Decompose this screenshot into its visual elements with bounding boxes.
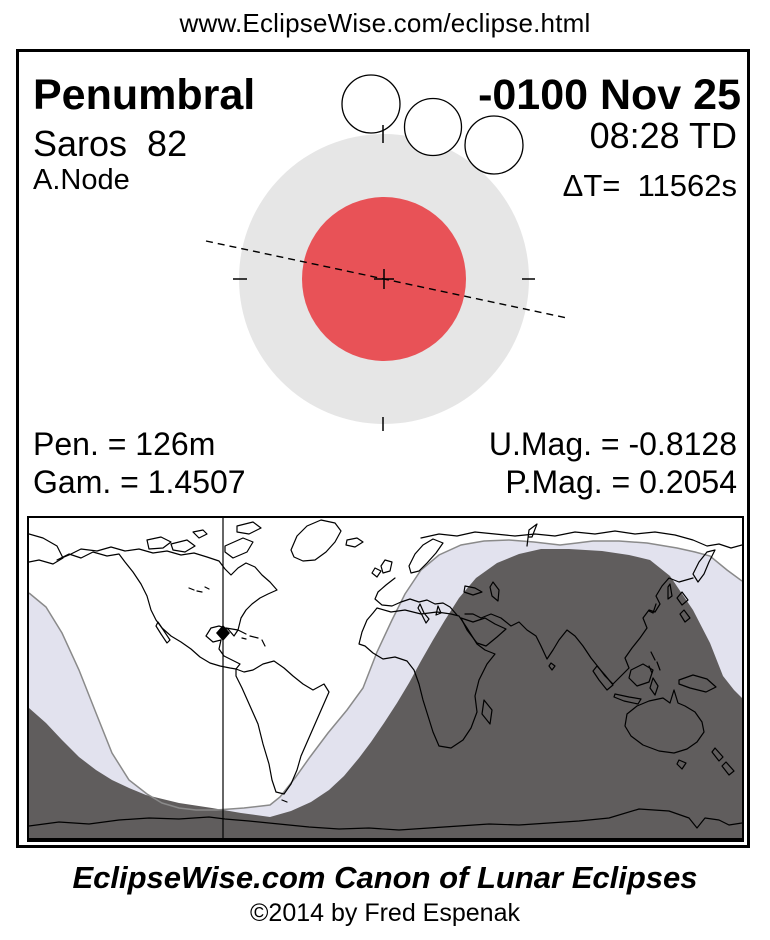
eclipse-date-label: -0100 Nov 25 — [478, 71, 741, 119]
coast-north-america — [56, 546, 278, 670]
coast-korea — [648, 603, 657, 614]
footer-copyright: ©2014 by Fred Espenak — [250, 899, 520, 927]
coast-sumatra — [592, 665, 614, 691]
visibility-map — [29, 518, 742, 838]
coast-kamchatka — [692, 549, 716, 583]
node-label: A.Node — [33, 164, 130, 196]
coast-arabia — [460, 617, 507, 647]
visibility-map-frame — [27, 516, 744, 842]
greatest-time-label: 08:28 TD — [589, 115, 737, 156]
moon-position-circle-first — [341, 74, 401, 134]
coast-iceland — [345, 537, 364, 548]
night-region — [29, 549, 742, 838]
coast-africa — [358, 607, 496, 749]
coast-eurasia-arctic — [420, 530, 742, 549]
coast-philippines — [648, 651, 661, 674]
coast-tasmania — [676, 759, 687, 770]
coast-scandinavia — [408, 538, 444, 574]
coast-south-america — [235, 660, 330, 803]
coast-baja — [155, 621, 171, 644]
coast-australia — [624, 689, 705, 754]
coast-british-isles — [371, 559, 393, 578]
coast-sakhalin — [667, 583, 673, 600]
penumbral-duration-label: Pen. = 126m — [33, 426, 216, 462]
coast-caspian-sea — [489, 581, 500, 602]
coast-europe — [374, 577, 458, 616]
coast-greenland — [290, 519, 342, 562]
coast-arctic-islands — [146, 521, 262, 559]
coast-italy — [417, 603, 430, 624]
coast-sri-lanka — [548, 662, 556, 671]
coast-novaya-zemlya — [526, 523, 538, 547]
coast-japan — [676, 591, 691, 623]
greatest-eclipse-diamond-marker — [216, 625, 230, 641]
delta-t-label: ΔT= 11562s — [562, 168, 737, 203]
coast-new-guinea — [678, 674, 717, 693]
coast-greece — [435, 605, 442, 616]
saros-label: Saros 82 — [33, 123, 188, 164]
eclipse-type-label: Penumbral — [33, 71, 256, 119]
penumbral-magnitude-label: P.Mag. = 0.2054 — [505, 464, 737, 500]
coast-java — [613, 693, 642, 705]
eclipse-card: Penumbral -0100 Nov 25 Saros 82 08:28 TD… — [16, 49, 750, 848]
moon-position-circle-last — [464, 115, 524, 175]
footer-title: EclipseWise.com Canon of Lunar Eclipses — [72, 860, 698, 895]
coast-sulawesi — [649, 677, 659, 696]
coast-borneo — [628, 663, 654, 687]
shadow-center-crosshair — [374, 269, 394, 289]
coastlines — [29, 519, 742, 831]
coast-antarctica — [29, 808, 742, 831]
coast-caribbean — [225, 627, 266, 647]
coast-black-sea — [463, 585, 483, 596]
umbral-magnitude-label: U.Mag. = -0.8128 — [488, 426, 737, 462]
moon-path-positions — [341, 74, 524, 175]
axis-tick-marks — [233, 125, 535, 431]
terminator-outer-line — [29, 539, 742, 811]
shadow-diagram — [205, 74, 568, 431]
coast-great-lakes — [188, 586, 210, 593]
coast-madagascar — [481, 699, 493, 725]
moon-position-circle-mid — [403, 97, 463, 157]
gamma-label: Gam. = 1.4507 — [33, 464, 246, 500]
coast-new-zealand — [711, 747, 735, 776]
url-header: www.EclipseWise.com/eclipse.html — [179, 8, 591, 38]
